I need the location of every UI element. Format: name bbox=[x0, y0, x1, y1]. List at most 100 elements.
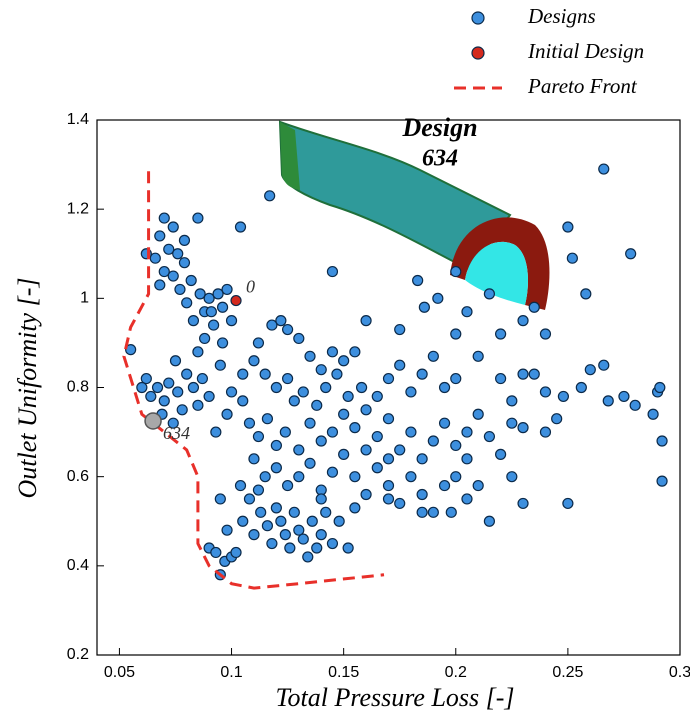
point bbox=[406, 387, 416, 397]
point bbox=[179, 258, 189, 268]
point bbox=[657, 436, 667, 446]
point bbox=[384, 494, 394, 504]
point bbox=[294, 472, 304, 482]
point bbox=[406, 472, 416, 482]
point bbox=[576, 383, 586, 393]
point bbox=[603, 396, 613, 406]
point bbox=[451, 374, 461, 384]
point bbox=[350, 503, 360, 513]
point bbox=[256, 507, 266, 517]
point bbox=[334, 516, 344, 526]
point bbox=[305, 418, 315, 428]
point bbox=[321, 383, 331, 393]
point bbox=[244, 494, 254, 504]
point bbox=[540, 427, 550, 437]
point bbox=[206, 307, 216, 317]
point bbox=[462, 427, 472, 437]
y-tick-label: 0.2 bbox=[67, 646, 89, 663]
point bbox=[177, 405, 187, 415]
point bbox=[473, 351, 483, 361]
point bbox=[473, 409, 483, 419]
point bbox=[294, 445, 304, 455]
point bbox=[339, 409, 349, 419]
point bbox=[372, 463, 382, 473]
point bbox=[193, 400, 203, 410]
point bbox=[327, 467, 337, 477]
point bbox=[249, 356, 259, 366]
point bbox=[276, 316, 286, 326]
point bbox=[529, 369, 539, 379]
x-tick-label: 0.1 bbox=[220, 664, 242, 681]
point bbox=[222, 409, 232, 419]
point bbox=[182, 369, 192, 379]
x-tick-label: 0.05 bbox=[104, 664, 135, 681]
point bbox=[626, 249, 636, 259]
y-tick-label: 0.8 bbox=[67, 379, 89, 396]
point bbox=[260, 472, 270, 482]
point bbox=[283, 481, 293, 491]
point bbox=[567, 253, 577, 263]
point bbox=[137, 383, 147, 393]
point bbox=[361, 445, 371, 455]
point bbox=[451, 440, 461, 450]
point bbox=[211, 427, 221, 437]
point bbox=[218, 338, 228, 348]
y-tick-label: 1.2 bbox=[67, 200, 89, 217]
point bbox=[339, 356, 349, 366]
point bbox=[428, 436, 438, 446]
point bbox=[327, 539, 337, 549]
point bbox=[540, 387, 550, 397]
point bbox=[413, 276, 423, 286]
point bbox=[529, 302, 539, 312]
point bbox=[462, 454, 472, 464]
point bbox=[280, 427, 290, 437]
point bbox=[238, 396, 248, 406]
point bbox=[159, 213, 169, 223]
point bbox=[599, 360, 609, 370]
point bbox=[419, 302, 429, 312]
point bbox=[298, 534, 308, 544]
point bbox=[236, 481, 246, 491]
point bbox=[209, 320, 219, 330]
highlight-label: 634 bbox=[163, 423, 190, 443]
point bbox=[440, 418, 450, 428]
point-label: 0 bbox=[246, 277, 255, 297]
point bbox=[146, 391, 156, 401]
point bbox=[222, 284, 232, 294]
point bbox=[253, 485, 263, 495]
point bbox=[283, 374, 293, 384]
point bbox=[289, 396, 299, 406]
point bbox=[222, 525, 232, 535]
point bbox=[395, 360, 405, 370]
point bbox=[473, 481, 483, 491]
point bbox=[253, 338, 263, 348]
point bbox=[200, 333, 210, 343]
point bbox=[179, 235, 189, 245]
point bbox=[417, 507, 427, 517]
point bbox=[585, 365, 595, 375]
point bbox=[507, 472, 517, 482]
point bbox=[153, 383, 163, 393]
point bbox=[417, 490, 427, 500]
point bbox=[265, 191, 275, 201]
point bbox=[193, 347, 203, 357]
point bbox=[484, 432, 494, 442]
point bbox=[312, 543, 322, 553]
point bbox=[271, 503, 281, 513]
point bbox=[186, 276, 196, 286]
point bbox=[280, 530, 290, 540]
x-tick-label: 0.15 bbox=[328, 664, 359, 681]
point bbox=[244, 418, 254, 428]
point bbox=[496, 449, 506, 459]
point bbox=[361, 405, 371, 415]
point bbox=[168, 271, 178, 281]
point bbox=[159, 396, 169, 406]
point bbox=[294, 333, 304, 343]
point bbox=[249, 530, 259, 540]
point bbox=[227, 387, 237, 397]
point bbox=[276, 516, 286, 526]
point bbox=[581, 289, 591, 299]
point bbox=[307, 516, 317, 526]
point bbox=[619, 391, 629, 401]
point bbox=[238, 516, 248, 526]
